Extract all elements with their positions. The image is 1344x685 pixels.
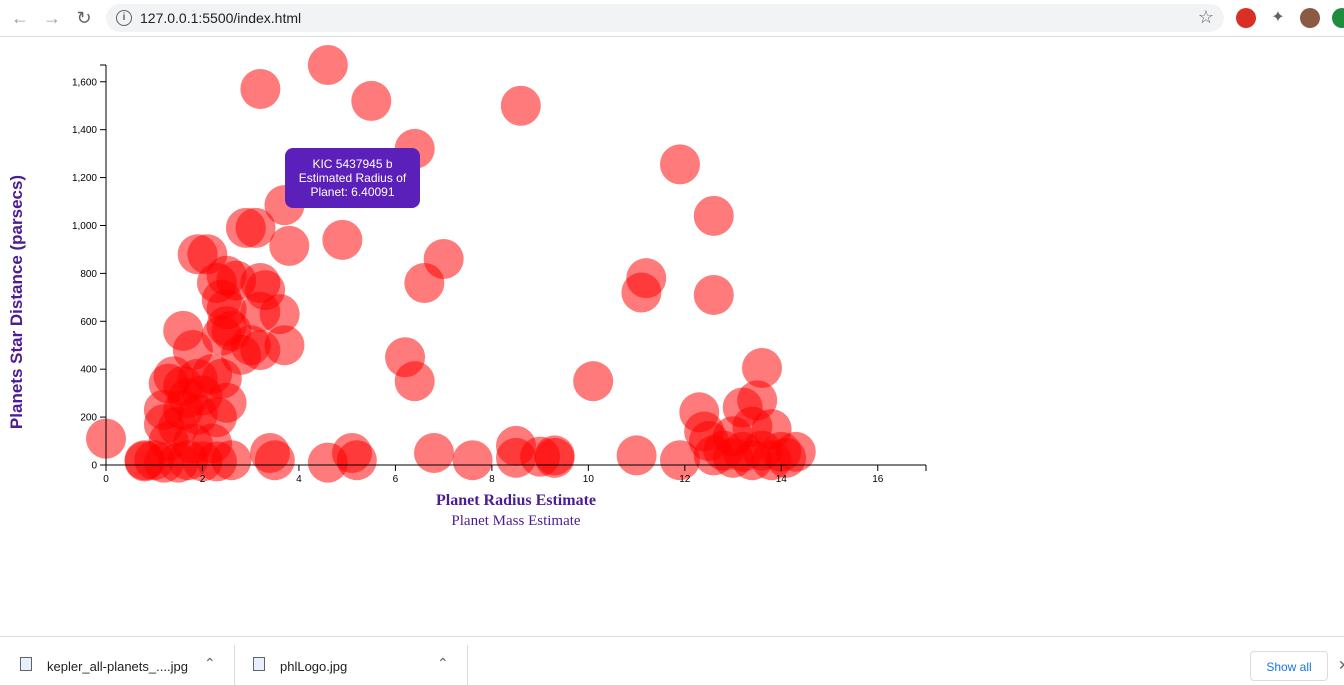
points-layer [86, 45, 816, 483]
planet-point[interactable] [660, 144, 700, 185]
extensions-puzzle-icon[interactable]: ✦ [1271, 9, 1285, 26]
reload-icon[interactable]: ↻ [76, 8, 92, 28]
planet-point[interactable] [534, 437, 575, 478]
x-tick-label: 0 [103, 474, 109, 485]
download-item[interactable]: kepler_all-planets_....jpg ⌃ [0, 637, 234, 685]
planet-point[interactable] [742, 347, 782, 388]
tooltip-title: KIC 5437945 b [312, 157, 393, 171]
image-file-icon [253, 657, 265, 671]
planet-point[interactable] [307, 442, 348, 483]
x-tick-label: 12 [679, 474, 691, 485]
y-tick-label: 200 [80, 413, 97, 424]
divider [467, 645, 468, 685]
planet-point[interactable] [254, 440, 295, 481]
y-tick-label: 1,400 [72, 125, 97, 136]
planet-point[interactable] [351, 80, 392, 121]
planet-point[interactable] [259, 294, 300, 335]
forward-icon[interactable]: → [43, 8, 61, 28]
planet-point[interactable] [235, 207, 276, 248]
browser-toolbar: ← → ↻ i 127.0.0.1:5500/index.html ☆ ✦ [0, 0, 1344, 37]
y-tick-label: 400 [80, 365, 97, 376]
tooltip-value: Planet: 6.40091 [310, 185, 395, 199]
planet-point[interactable] [452, 440, 493, 481]
x-axis-label[interactable]: Planet Radius Estimate [436, 492, 596, 509]
tooltip: KIC 5437945 b Estimated Radius of Planet… [285, 148, 420, 208]
planet-point[interactable] [322, 219, 363, 260]
download-filename[interactable]: phlLogo.jpg [280, 659, 348, 674]
planet-point[interactable] [693, 274, 734, 315]
planet-point[interactable] [307, 45, 348, 85]
x-axis-label-alt[interactable]: Planet Mass Estimate [451, 513, 580, 529]
planet-point[interactable] [336, 440, 377, 481]
x-tick-label: 8 [489, 474, 495, 485]
planet-point[interactable] [660, 440, 700, 481]
x-tick-label: 14 [776, 474, 788, 485]
chevron-up-icon[interactable]: ⌃ [437, 655, 449, 671]
divider [234, 645, 235, 685]
y-tick-label: 1,600 [72, 77, 97, 88]
y-tick-label: 800 [80, 269, 97, 280]
planet-point[interactable] [496, 437, 536, 478]
download-bar: kepler_all-planets_....jpg ⌃ phlLogo.jpg… [0, 636, 1344, 685]
planet-point[interactable] [394, 361, 435, 402]
planet-point[interactable] [269, 225, 310, 266]
show-all-button[interactable]: Show all [1250, 651, 1328, 681]
planet-point[interactable] [240, 68, 281, 109]
y-tick-label: 1,200 [72, 173, 97, 184]
avatar[interactable] [1300, 8, 1320, 28]
extension-green-icon[interactable] [1332, 8, 1344, 28]
download-filename[interactable]: kepler_all-planets_....jpg [47, 659, 188, 674]
scatter-chart: 0 2 4 6 8 10 12 14 16 0 200 400 600 800 1,000 1,200 1,40… [7, 45, 927, 529]
address-bar[interactable]: i 127.0.0.1:5500/index.html ☆ [106, 4, 1224, 32]
planet-point[interactable] [693, 195, 734, 236]
extension-block-icon[interactable] [1236, 8, 1256, 28]
planet-point[interactable] [414, 433, 454, 474]
y-tick-label: 0 [91, 461, 97, 472]
axes-layer: 0 2 4 6 8 10 12 14 16 0 200 400 600 800 1,000 1,200 1,40… [72, 64, 927, 485]
planet-point[interactable] [500, 85, 541, 126]
image-file-icon [20, 657, 32, 671]
planet-point[interactable] [211, 440, 252, 481]
x-tick-label: 2 [200, 474, 206, 485]
x-tick-label: 10 [583, 474, 595, 485]
chevron-up-icon[interactable]: ⌃ [204, 655, 216, 671]
back-icon[interactable]: ← [11, 8, 29, 28]
tooltip-line: Estimated Radius of [298, 171, 407, 185]
planet-point[interactable] [124, 441, 165, 482]
x-tick-label: 4 [296, 474, 302, 485]
planet-point[interactable] [573, 361, 614, 402]
star-icon[interactable]: ☆ [1197, 7, 1214, 27]
planet-point[interactable] [616, 435, 657, 476]
planet-point[interactable] [264, 325, 305, 366]
download-item[interactable]: phlLogo.jpg ⌃ [235, 637, 467, 685]
planet-point[interactable] [404, 262, 445, 303]
x-tick-label: 6 [393, 474, 399, 485]
x-tick-label: 16 [872, 474, 884, 485]
planet-point[interactable] [621, 272, 662, 313]
planet-point[interactable] [766, 437, 807, 478]
y-tick-label: 1,000 [72, 221, 97, 232]
url-text[interactable]: 127.0.0.1:5500/index.html [140, 10, 302, 26]
close-icon[interactable]: ✕ [1338, 657, 1344, 673]
info-icon[interactable]: i [116, 10, 132, 26]
y-axis-label[interactable]: Planets Star Distance (parsecs) [7, 175, 26, 429]
y-tick-label: 600 [80, 317, 97, 328]
